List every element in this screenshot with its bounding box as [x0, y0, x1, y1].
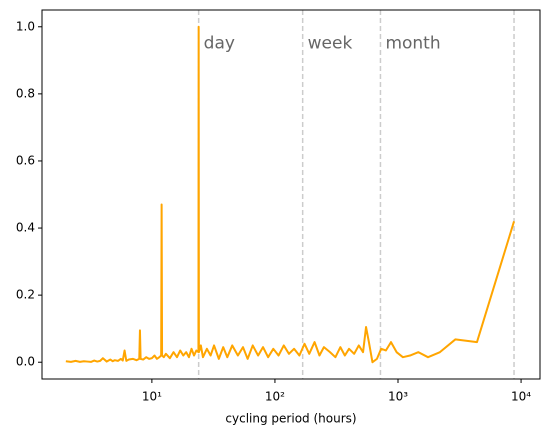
x-tick-label: 10¹ [142, 390, 162, 404]
x-tick-label: 10³ [388, 390, 408, 404]
annotation: month [385, 34, 440, 54]
y-tick-label: 0.0 [16, 355, 35, 369]
plot-frame [41, 9, 541, 380]
data-line [65, 25, 515, 364]
x-tick-label: 10⁴ [511, 390, 531, 404]
y-tick-label: 0.4 [16, 221, 35, 235]
y-tick-label: 0.8 [16, 86, 35, 100]
annotation: day [204, 34, 235, 54]
x-tick-label: 10² [265, 390, 285, 404]
x-axis-label: cycling period (hours) [225, 412, 356, 426]
y-tick-label: 1.0 [16, 19, 35, 33]
y-tick-label: 0.2 [16, 288, 35, 302]
annotation: week [308, 34, 353, 54]
y-tick-label: 0.6 [16, 153, 35, 167]
